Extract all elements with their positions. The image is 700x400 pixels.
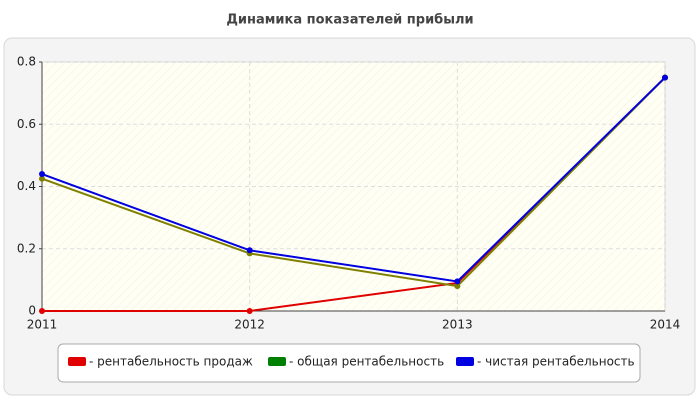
x-tick-label: 2014	[650, 318, 681, 332]
point	[39, 171, 45, 178]
point	[39, 175, 45, 182]
point	[454, 278, 461, 285]
chart-title: Динамика показателей прибыли	[226, 13, 473, 28]
legend-label: - рентабельность продаж	[89, 355, 253, 369]
point	[454, 283, 461, 290]
legend-swatch	[456, 357, 474, 366]
y-tick-label: 0	[28, 304, 36, 318]
point	[246, 308, 253, 314]
point	[246, 247, 253, 254]
legend-swatch	[268, 357, 286, 366]
legend	[57, 343, 641, 383]
legend-label: - чистая рентабельность	[477, 355, 635, 369]
x-tick-label: 2011	[27, 318, 58, 332]
x-tick-label: 2013	[442, 318, 473, 332]
point	[39, 308, 45, 314]
series-line	[41, 76, 666, 288]
legend-swatch	[68, 357, 86, 366]
y-tick-label: 0.2	[17, 241, 36, 255]
y-tick-label: 0.8	[17, 55, 36, 69]
y-tick-label: 0.4	[17, 179, 36, 193]
x-tick-label: 2012	[234, 318, 265, 332]
y-tick-label: 0.6	[17, 117, 36, 131]
legend-label: - общая рентабельность	[289, 355, 444, 369]
point	[662, 74, 668, 81]
series-line	[41, 76, 666, 283]
